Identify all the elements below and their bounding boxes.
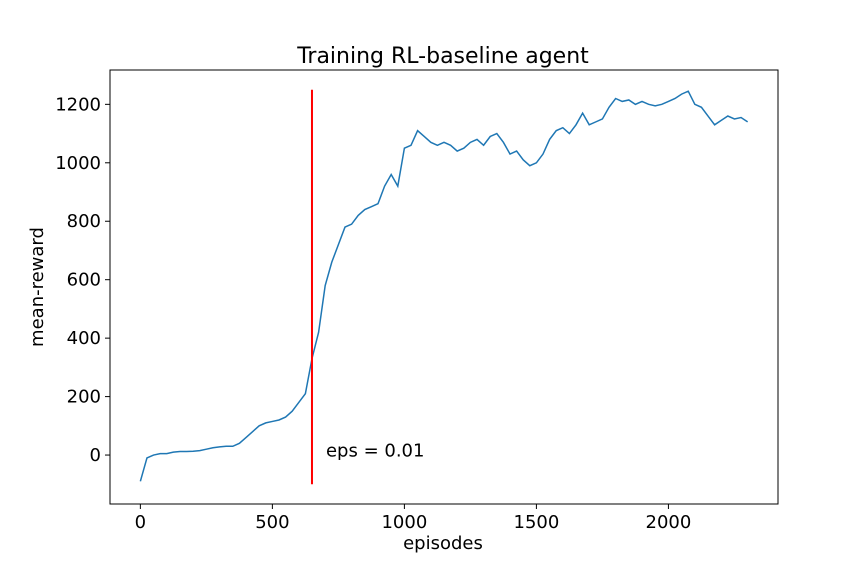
y-tick-label: 600 (67, 270, 101, 291)
y-tick-label: 400 (67, 328, 101, 349)
x-axis-label: episodes (403, 533, 483, 554)
x-tick-label: 1500 (514, 512, 560, 533)
y-tick-label: 800 (67, 211, 101, 232)
x-tick-label: 1000 (381, 512, 427, 533)
x-tick-label: 0 (135, 512, 146, 533)
x-tick-label: 500 (255, 512, 289, 533)
y-tick-label: 1200 (55, 94, 101, 115)
annotation: eps = 0.01 (326, 440, 424, 461)
y-axis-label: mean-reward (27, 227, 48, 347)
y-tick-label: 200 (67, 387, 101, 408)
y-tick-label: 1000 (55, 153, 101, 174)
y-tick-label: 0 (90, 445, 101, 466)
x-tick-label: 2000 (646, 512, 692, 533)
line-series (139, 90, 749, 482)
chart-title: Training RL-baseline agent (296, 44, 589, 69)
plot-frame (109, 69, 779, 505)
